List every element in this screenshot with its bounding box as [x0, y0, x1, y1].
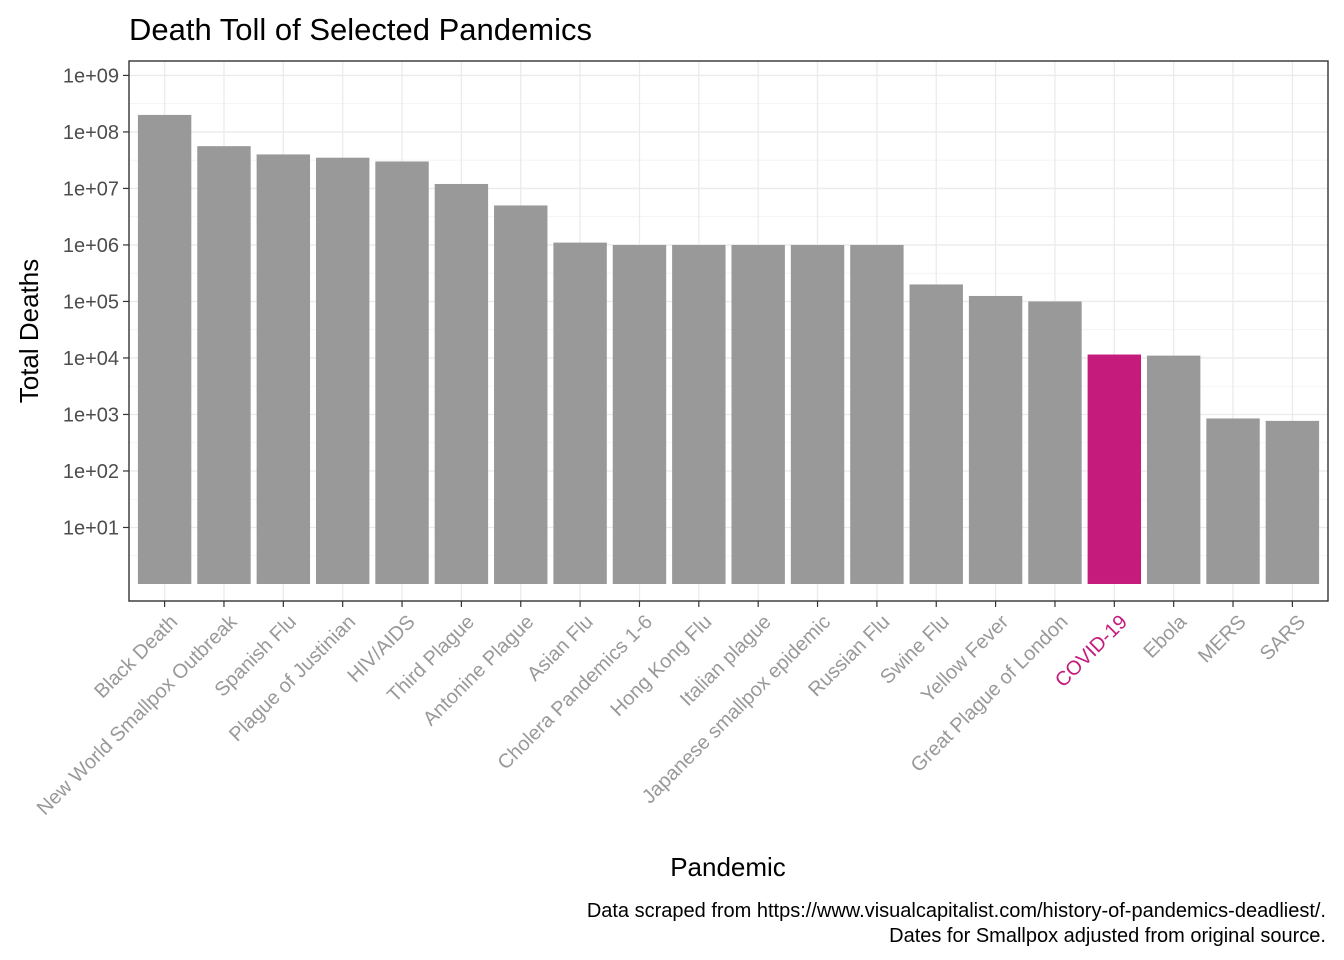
x-tick-label: SARS: [1256, 611, 1310, 665]
caption-line-2: Dates for Smallpox adjusted from origina…: [889, 925, 1326, 947]
y-tick-label: 1e+07: [63, 178, 119, 200]
chart-title: Death Toll of Selected Pandemics: [129, 12, 592, 47]
bar: [375, 161, 429, 584]
x-tick-label: MERS: [1194, 611, 1250, 667]
y-tick-label: 1e+04: [63, 348, 119, 370]
bar: [553, 242, 607, 584]
bar: [256, 154, 311, 584]
y-tick-label: 1e+02: [63, 461, 119, 483]
bar: [1087, 354, 1142, 584]
x-tick-label: Ebola: [1139, 610, 1191, 662]
y-tick-label: 1e+06: [63, 235, 119, 257]
x-tick-label: Antonine Plague: [419, 611, 538, 730]
y-tick-label: 1e+08: [63, 122, 119, 144]
bars: [137, 114, 1320, 584]
x-axis-label: Pandemic: [670, 852, 786, 882]
bar: [1265, 420, 1320, 584]
bar: [672, 244, 726, 584]
y-tick-label: 1e+01: [63, 517, 119, 539]
bar: [434, 183, 489, 584]
y-tick-label: 1e+03: [63, 404, 119, 426]
panel-border: [128, 60, 1329, 602]
bar: [137, 114, 192, 584]
y-axis-label: Total Deaths: [14, 259, 44, 404]
x-tick-label: Hong Kong Flu: [606, 611, 716, 721]
caption-line-1: Data scraped from https://www.visualcapi…: [587, 900, 1326, 922]
bar: [612, 244, 667, 584]
bar: [494, 205, 548, 584]
bar: [790, 244, 845, 584]
bar: [1146, 355, 1201, 584]
bar: [968, 295, 1023, 584]
bar: [850, 244, 904, 584]
y-tick-label: 1e+09: [63, 65, 119, 87]
bar: [909, 284, 963, 584]
bar: [197, 146, 251, 584]
y-axis: 1e+01 1e+02 1e+03 1e+04 1e+05 1e+06 1e+07 1e+08…: [63, 65, 129, 539]
bar: [1206, 418, 1260, 584]
y-tick-label: 1e+05: [63, 291, 119, 313]
bar: [1028, 301, 1082, 584]
bar: [315, 157, 370, 584]
bar: [731, 244, 785, 584]
